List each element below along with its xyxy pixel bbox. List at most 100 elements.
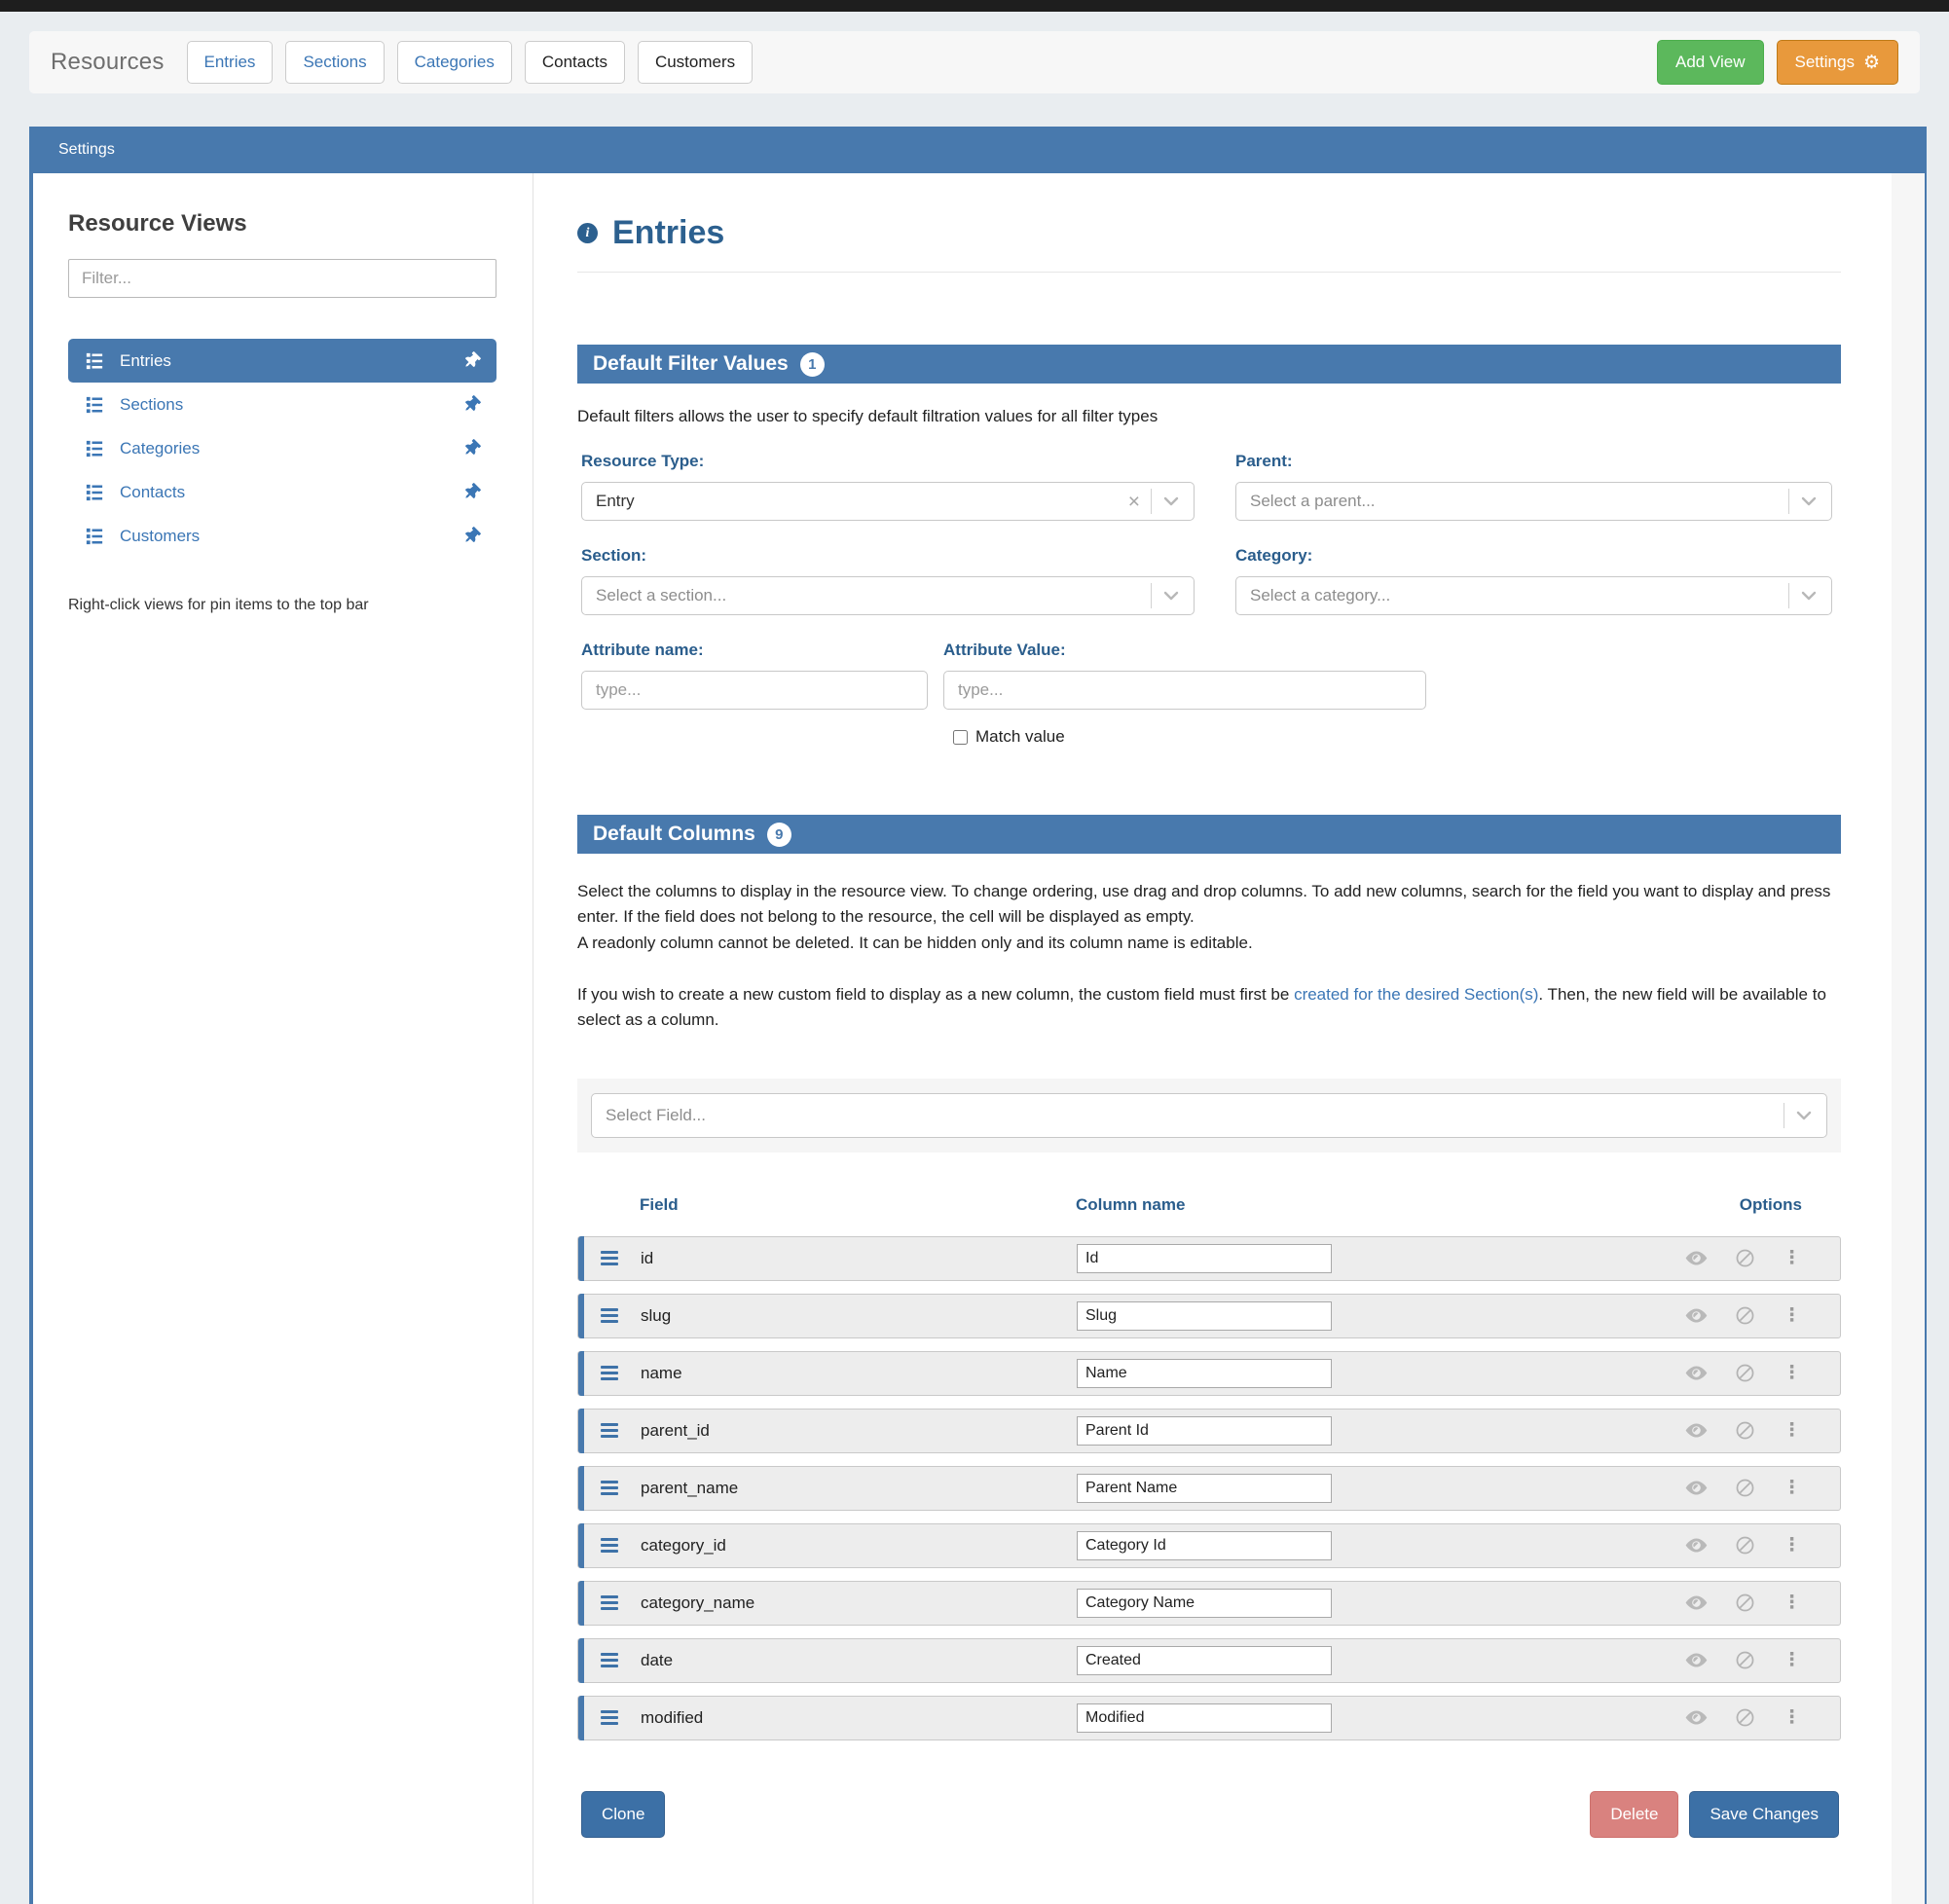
field-name: parent_id <box>641 1420 710 1440</box>
resource-type-label: Resource Type: <box>581 452 705 470</box>
attribute-name-input[interactable] <box>581 671 928 710</box>
more-options-icon[interactable]: ⋮ <box>1783 1362 1801 1384</box>
disable-ban-icon[interactable] <box>1735 1363 1755 1383</box>
parent-select[interactable]: Select a parent... <box>1235 482 1832 521</box>
tab-entries[interactable]: Entries <box>186 41 274 84</box>
drag-handle-icon[interactable] <box>601 1423 618 1439</box>
chevron-down-icon[interactable] <box>1160 585 1182 606</box>
visibility-eye-icon[interactable] <box>1685 1649 1708 1671</box>
column-row[interactable]: parent_id ⋮ <box>577 1408 1841 1453</box>
drag-handle-icon[interactable] <box>601 1710 618 1726</box>
columns-note: If you wish to create a new custom field… <box>577 982 1841 1034</box>
column-name-input[interactable] <box>1077 1358 1332 1388</box>
tab-sections[interactable]: Sections <box>285 41 385 84</box>
sidebar-item-entries[interactable]: Entries <box>68 339 496 383</box>
column-row[interactable]: parent_name ⋮ <box>577 1465 1841 1511</box>
clone-button[interactable]: Clone <box>581 1790 666 1838</box>
chevron-down-icon[interactable] <box>1798 585 1820 606</box>
disable-ban-icon[interactable] <box>1735 1535 1755 1556</box>
footer-actions: Clone Delete Save Changes <box>577 1790 1841 1867</box>
column-name-input[interactable] <box>1077 1530 1332 1560</box>
column-row[interactable]: id ⋮ <box>577 1235 1841 1281</box>
visibility-eye-icon[interactable] <box>1685 1419 1708 1442</box>
clear-icon[interactable]: × <box>1127 490 1140 513</box>
disable-ban-icon[interactable] <box>1735 1650 1755 1670</box>
column-row[interactable]: date ⋮ <box>577 1637 1841 1683</box>
visibility-eye-icon[interactable] <box>1685 1304 1708 1327</box>
match-value-label[interactable]: Match value <box>975 727 1065 746</box>
delete-button[interactable]: Delete <box>1590 1790 1679 1838</box>
panel-scrollbar[interactable] <box>1892 173 1925 1904</box>
list-icon <box>85 351 104 371</box>
chevron-down-icon[interactable] <box>1798 491 1820 512</box>
column-name-input[interactable] <box>1077 1703 1332 1733</box>
column-name-input[interactable] <box>1077 1415 1332 1446</box>
section-fields-link[interactable]: created for the desired Section(s) <box>1294 985 1539 1005</box>
drag-handle-icon[interactable] <box>601 1653 618 1668</box>
disable-ban-icon[interactable] <box>1735 1305 1755 1326</box>
match-value-checkbox[interactable] <box>953 729 968 745</box>
tab-contacts[interactable]: Contacts <box>524 41 625 84</box>
column-row[interactable]: name ⋮ <box>577 1350 1841 1396</box>
disable-ban-icon[interactable] <box>1735 1593 1755 1613</box>
resource-type-select[interactable]: Entry × <box>581 482 1195 521</box>
sidebar-item-categories[interactable]: Categories <box>68 426 496 470</box>
more-options-icon[interactable]: ⋮ <box>1783 1419 1801 1442</box>
visibility-eye-icon[interactable] <box>1685 1592 1708 1614</box>
column-row[interactable]: slug ⋮ <box>577 1293 1841 1338</box>
field-name: name <box>641 1363 682 1382</box>
more-options-icon[interactable]: ⋮ <box>1783 1592 1801 1614</box>
visibility-eye-icon[interactable] <box>1685 1477 1708 1499</box>
chevron-down-icon[interactable] <box>1793 1105 1815 1126</box>
drag-handle-icon[interactable] <box>601 1308 618 1324</box>
visibility-eye-icon[interactable] <box>1685 1362 1708 1384</box>
sidebar-item-sections[interactable]: Sections <box>68 383 496 426</box>
views-filter-input[interactable] <box>68 259 496 298</box>
sidebar-item-contacts[interactable]: Contacts <box>68 470 496 514</box>
visibility-eye-icon[interactable] <box>1685 1247 1708 1269</box>
drag-handle-icon[interactable] <box>601 1251 618 1266</box>
more-options-icon[interactable]: ⋮ <box>1783 1247 1801 1269</box>
drag-handle-icon[interactable] <box>601 1366 618 1381</box>
settings-button[interactable]: Settings ⚙ <box>1776 40 1898 85</box>
disable-ban-icon[interactable] <box>1735 1478 1755 1498</box>
chevron-down-icon[interactable] <box>1160 491 1182 512</box>
save-changes-button[interactable]: Save Changes <box>1689 1790 1839 1838</box>
disable-ban-icon[interactable] <box>1735 1248 1755 1268</box>
category-select[interactable]: Select a category... <box>1235 576 1832 615</box>
column-name-input[interactable] <box>1077 1300 1332 1331</box>
tab-customers[interactable]: Customers <box>637 41 754 84</box>
section-label: Section: <box>581 546 647 565</box>
section-select[interactable]: Select a section... <box>581 576 1195 615</box>
note-text: If you wish to create a new custom field… <box>577 985 1295 1005</box>
pin-icon <box>460 392 483 416</box>
more-options-icon[interactable]: ⋮ <box>1783 1649 1801 1671</box>
more-options-icon[interactable]: ⋮ <box>1783 1304 1801 1327</box>
column-row[interactable]: category_name ⋮ <box>577 1580 1841 1626</box>
field-name: category_id <box>641 1535 726 1555</box>
resource-type-value: Entry <box>596 492 635 510</box>
drag-handle-icon[interactable] <box>601 1538 618 1554</box>
column-row[interactable]: modified ⋮ <box>577 1695 1841 1740</box>
disable-ban-icon[interactable] <box>1735 1420 1755 1441</box>
tab-categories[interactable]: Categories <box>396 41 512 84</box>
attribute-value-input[interactable] <box>943 671 1426 710</box>
column-name-input[interactable] <box>1077 1473 1332 1503</box>
disable-ban-icon[interactable] <box>1735 1707 1755 1728</box>
column-name-input[interactable] <box>1077 1588 1332 1618</box>
pin-icon <box>460 348 483 372</box>
select-field-dropdown[interactable]: Select Field... <box>591 1092 1827 1138</box>
more-options-icon[interactable]: ⋮ <box>1783 1477 1801 1499</box>
drag-handle-icon[interactable] <box>601 1595 618 1611</box>
visibility-eye-icon[interactable] <box>1685 1534 1708 1556</box>
visibility-eye-icon[interactable] <box>1685 1706 1708 1729</box>
column-row[interactable]: category_id ⋮ <box>577 1522 1841 1568</box>
field-name: modified <box>641 1707 704 1727</box>
more-options-icon[interactable]: ⋮ <box>1783 1706 1801 1729</box>
more-options-icon[interactable]: ⋮ <box>1783 1534 1801 1556</box>
column-name-input[interactable] <box>1077 1645 1332 1675</box>
column-name-input[interactable] <box>1077 1243 1332 1273</box>
add-view-button[interactable]: Add View <box>1657 40 1764 85</box>
sidebar-item-customers[interactable]: Customers <box>68 514 496 558</box>
drag-handle-icon[interactable] <box>601 1481 618 1496</box>
